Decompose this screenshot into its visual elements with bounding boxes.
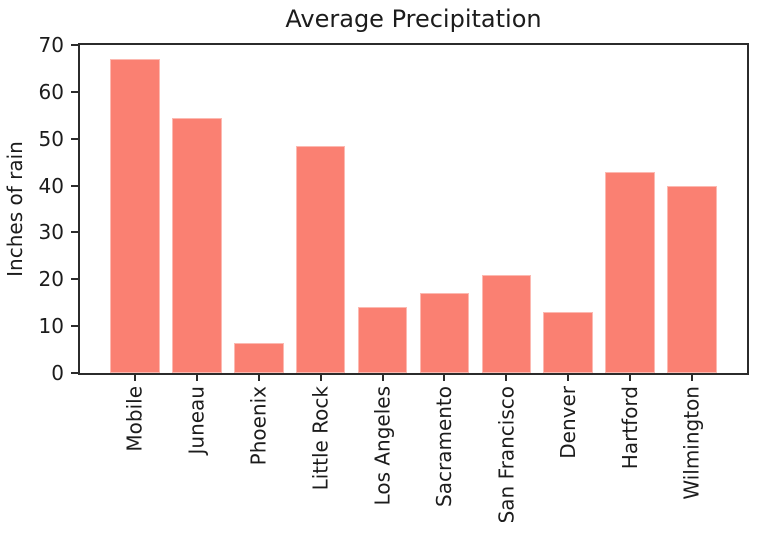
x-tick-mark	[629, 375, 632, 381]
y-axis-label-text: Inches of rain	[3, 141, 27, 277]
y-tick-mark	[71, 231, 78, 234]
bar-san-francisco	[481, 274, 532, 373]
x-tick-mark	[443, 375, 446, 381]
y-tick-mark	[71, 372, 78, 374]
plot-area	[78, 43, 749, 375]
x-tick-mark	[567, 375, 570, 381]
y-tick-label: 0	[51, 361, 64, 385]
y-tick-label: 30	[38, 220, 64, 245]
bar-mobile	[110, 59, 160, 373]
x-tick-label-los-angeles: Los Angeles	[370, 386, 395, 506]
y-tick-mark	[71, 90, 78, 93]
x-tick-mark	[505, 375, 508, 381]
chart-title: Average Precipitation	[285, 5, 542, 33]
x-tick-label-phoenix: Phoenix	[246, 386, 271, 466]
y-tick-mark	[71, 137, 78, 140]
x-tick-mark	[257, 375, 260, 381]
y-tick-label: 20	[38, 267, 64, 292]
x-tick-label-juneau: Juneau	[184, 386, 209, 455]
x-tick-mark	[690, 375, 693, 381]
y-tick-mark	[71, 325, 78, 328]
y-tick-label: 50	[38, 126, 64, 151]
x-tick-label-denver: Denver	[556, 386, 581, 459]
x-tick-label-wilmington: Wilmington	[679, 386, 704, 500]
bar-juneau	[172, 117, 222, 373]
x-tick-label-mobile: Mobile	[123, 386, 148, 452]
y-tick-label: 40	[38, 173, 64, 198]
bar-denver	[543, 312, 593, 373]
x-tick-mark	[319, 375, 322, 381]
x-tick-label-little-rock: Little Rock	[308, 386, 333, 491]
x-tick-mark	[381, 375, 384, 381]
bar-los-angeles	[357, 307, 408, 373]
y-tick-label: 70	[38, 33, 64, 57]
bar-little-rock	[295, 145, 346, 373]
y-tick-label: 10	[38, 314, 64, 339]
y-tick-mark	[71, 184, 78, 187]
bar-phoenix	[234, 342, 284, 373]
x-tick-label-sacramento: Sacramento	[432, 386, 457, 507]
x-tick-mark	[134, 375, 137, 381]
y-tick-label: 60	[38, 79, 64, 104]
y-tick-mark	[71, 278, 78, 281]
x-tick-label-san-francisco: San Francisco	[494, 386, 519, 524]
x-tick-label-hartford: Hartford	[618, 386, 643, 470]
bar-sacramento	[419, 293, 470, 373]
bar-hartford	[605, 171, 655, 373]
bar-wilmington	[667, 185, 717, 373]
y-tick-mark	[71, 44, 78, 46]
x-tick-mark	[195, 375, 198, 381]
